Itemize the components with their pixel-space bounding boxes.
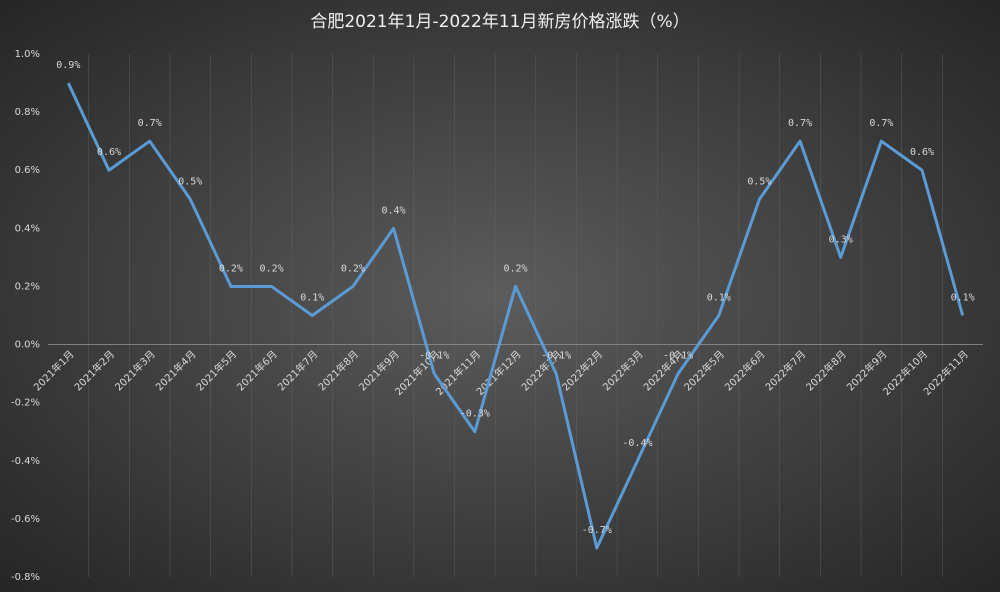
data-label: 0.9% bbox=[56, 60, 80, 71]
data-label: 0.1% bbox=[951, 293, 975, 304]
data-label: 0.2% bbox=[341, 263, 365, 274]
y-tick-label: -0.8% bbox=[11, 572, 40, 583]
data-label: 0.6% bbox=[910, 147, 934, 158]
data-label: 0.6% bbox=[97, 147, 121, 158]
data-label: -0.1% bbox=[541, 351, 571, 362]
y-tick-label: 0.6% bbox=[15, 165, 40, 176]
data-label: -0.1% bbox=[663, 351, 693, 362]
data-label: 0.1% bbox=[300, 293, 324, 304]
data-label: 0.2% bbox=[219, 263, 243, 274]
y-tick-label: 0.2% bbox=[15, 281, 40, 292]
data-label: 0.4% bbox=[381, 205, 405, 216]
data-label: 0.7% bbox=[869, 118, 893, 129]
data-label: 0.2% bbox=[503, 263, 527, 274]
data-label: 0.5% bbox=[178, 176, 202, 187]
data-label: 0.2% bbox=[260, 263, 284, 274]
data-label: -0.1% bbox=[419, 351, 449, 362]
line bbox=[66, 82, 965, 550]
y-tick-label: -0.4% bbox=[11, 456, 40, 467]
data-label: 0.7% bbox=[788, 118, 812, 129]
y-tick-label: -0.2% bbox=[11, 398, 40, 409]
data-label: 0.1% bbox=[707, 293, 731, 304]
data-label: -0.7% bbox=[582, 525, 612, 536]
y-tick-label: 0.4% bbox=[15, 223, 40, 234]
chart-title: 合肥2021年1月-2022年11月新房价格涨跌（%） bbox=[310, 12, 689, 32]
y-tick-label: 0.8% bbox=[15, 107, 40, 118]
data-label: -0.3% bbox=[460, 409, 490, 420]
y-tick-label: 1.0% bbox=[15, 49, 40, 60]
y-tick-label: -0.6% bbox=[11, 514, 40, 525]
data-label: 0.5% bbox=[747, 176, 771, 187]
y-tick-label: 0.0% bbox=[15, 340, 40, 351]
data-label: 0.7% bbox=[138, 118, 162, 129]
data-label: 0.3% bbox=[829, 234, 853, 245]
data-label: -0.4% bbox=[622, 438, 652, 449]
